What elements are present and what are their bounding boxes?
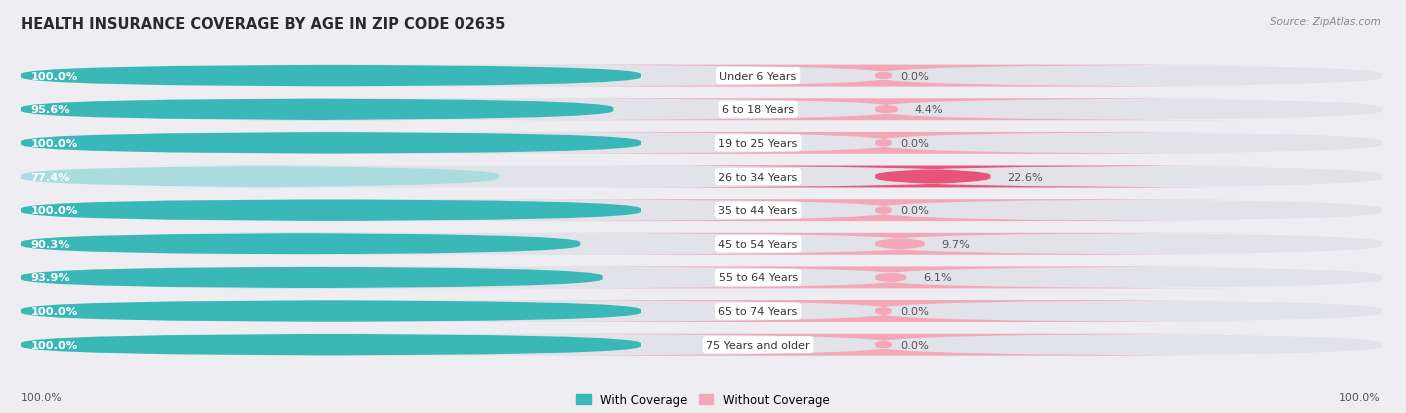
Text: 35 to 44 Years: 35 to 44 Years	[718, 206, 797, 216]
FancyBboxPatch shape	[21, 200, 1382, 221]
Text: Source: ZipAtlas.com: Source: ZipAtlas.com	[1270, 17, 1381, 26]
Text: 95.6%: 95.6%	[31, 105, 70, 115]
Text: 100.0%: 100.0%	[31, 138, 77, 149]
Text: 6 to 18 Years: 6 to 18 Years	[723, 105, 794, 115]
Text: 4.4%: 4.4%	[914, 105, 943, 115]
FancyBboxPatch shape	[21, 300, 641, 322]
FancyBboxPatch shape	[21, 300, 1382, 322]
Text: 100.0%: 100.0%	[31, 71, 77, 81]
FancyBboxPatch shape	[21, 133, 641, 154]
FancyBboxPatch shape	[21, 334, 641, 356]
Text: 0.0%: 0.0%	[900, 71, 929, 81]
FancyBboxPatch shape	[21, 233, 581, 255]
FancyBboxPatch shape	[21, 99, 1382, 121]
FancyBboxPatch shape	[506, 300, 1261, 322]
Text: 90.3%: 90.3%	[31, 239, 70, 249]
Legend: With Coverage, Without Coverage: With Coverage, Without Coverage	[572, 389, 834, 411]
Text: 100.0%: 100.0%	[31, 306, 77, 316]
Text: 77.4%: 77.4%	[31, 172, 70, 182]
Text: 93.9%: 93.9%	[31, 273, 70, 283]
Text: 100.0%: 100.0%	[31, 206, 77, 216]
FancyBboxPatch shape	[512, 99, 1261, 121]
FancyBboxPatch shape	[21, 200, 641, 221]
Text: 26 to 34 Years: 26 to 34 Years	[718, 172, 797, 182]
FancyBboxPatch shape	[605, 166, 1261, 188]
Text: 0.0%: 0.0%	[900, 206, 929, 216]
Text: 0.0%: 0.0%	[900, 138, 929, 149]
Text: HEALTH INSURANCE COVERAGE BY AGE IN ZIP CODE 02635: HEALTH INSURANCE COVERAGE BY AGE IN ZIP …	[21, 17, 506, 31]
Text: 65 to 74 Years: 65 to 74 Years	[718, 306, 797, 316]
FancyBboxPatch shape	[21, 66, 641, 87]
Text: 19 to 25 Years: 19 to 25 Years	[718, 138, 797, 149]
Text: 100.0%: 100.0%	[21, 392, 63, 402]
FancyBboxPatch shape	[538, 233, 1261, 255]
Text: 0.0%: 0.0%	[900, 306, 929, 316]
FancyBboxPatch shape	[21, 66, 1382, 87]
FancyBboxPatch shape	[21, 334, 1382, 356]
FancyBboxPatch shape	[506, 66, 1261, 87]
Text: 55 to 64 Years: 55 to 64 Years	[718, 273, 797, 283]
Text: 22.6%: 22.6%	[1007, 172, 1043, 182]
Text: 100.0%: 100.0%	[1339, 392, 1381, 402]
FancyBboxPatch shape	[21, 267, 603, 289]
FancyBboxPatch shape	[506, 200, 1261, 221]
FancyBboxPatch shape	[21, 233, 1382, 255]
FancyBboxPatch shape	[21, 166, 499, 188]
Text: 100.0%: 100.0%	[31, 340, 77, 350]
FancyBboxPatch shape	[21, 99, 613, 121]
FancyBboxPatch shape	[21, 267, 1382, 289]
Text: 9.7%: 9.7%	[941, 239, 970, 249]
FancyBboxPatch shape	[506, 133, 1261, 154]
FancyBboxPatch shape	[520, 267, 1261, 289]
Text: 0.0%: 0.0%	[900, 340, 929, 350]
FancyBboxPatch shape	[21, 133, 1382, 154]
Text: 6.1%: 6.1%	[922, 273, 952, 283]
Text: 75 Years and older: 75 Years and older	[706, 340, 810, 350]
Text: Under 6 Years: Under 6 Years	[720, 71, 797, 81]
FancyBboxPatch shape	[21, 166, 1382, 188]
Text: 45 to 54 Years: 45 to 54 Years	[718, 239, 797, 249]
FancyBboxPatch shape	[506, 334, 1261, 356]
